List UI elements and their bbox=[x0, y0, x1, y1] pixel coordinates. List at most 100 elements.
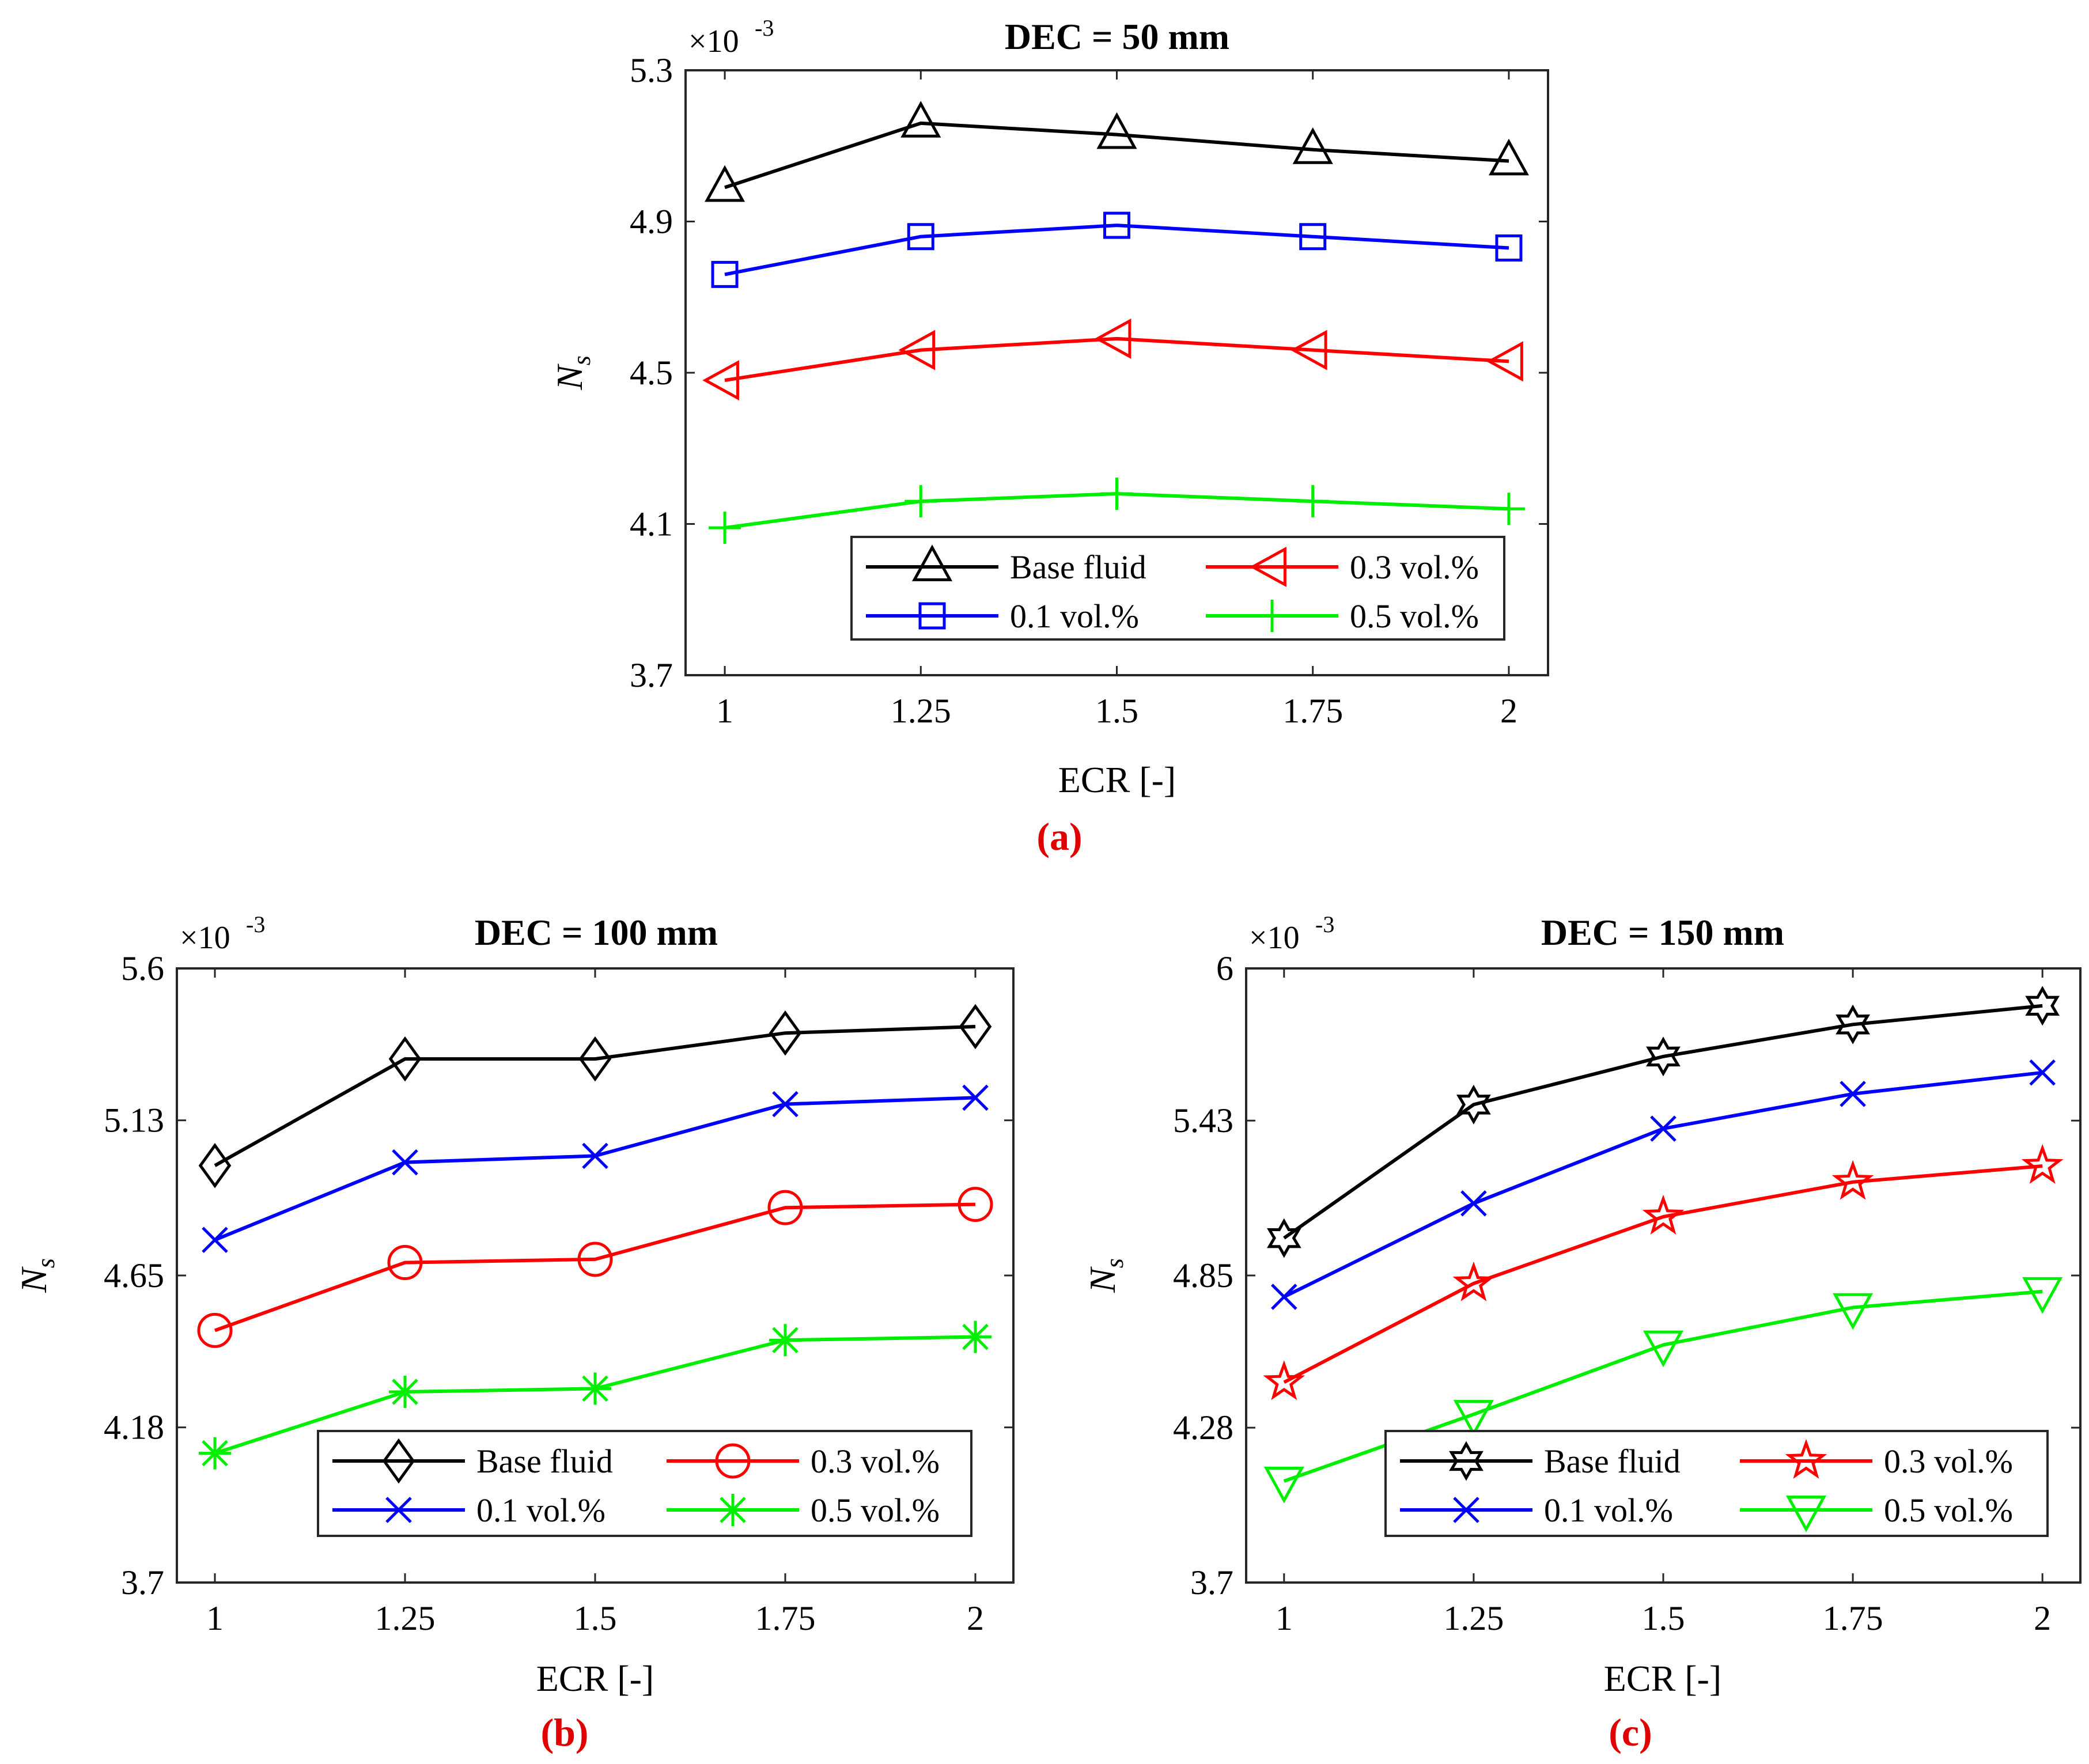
panel-c-y-tick-label: 6 bbox=[1216, 949, 1233, 987]
panel-b-data-point bbox=[389, 1375, 421, 1408]
panel-b-data-point bbox=[958, 1187, 993, 1222]
panel-b-y-tick-label: 4.18 bbox=[104, 1409, 164, 1447]
panel-b-legend-label: 0.3 vol.% bbox=[811, 1443, 940, 1480]
panel-b-legend-entries: Base fluid 0.1 vol.% 0.3 vol.% 0.5 vol.% bbox=[332, 1438, 940, 1529]
panel-b-legend-entry: 0.5 vol.% bbox=[667, 1492, 940, 1529]
panel-b-title: DEC = 100 mm bbox=[475, 912, 718, 953]
panel-c-series-line bbox=[1283, 1164, 2043, 1384]
panel-b-data-point bbox=[392, 1149, 418, 1176]
panel-b-series-2 bbox=[197, 1187, 993, 1348]
panel-a-y-tick-label: 4.5 bbox=[630, 354, 673, 392]
panel-b-series-0 bbox=[198, 1004, 992, 1188]
panel-a-data-point bbox=[1094, 318, 1131, 359]
panel-b-data-point bbox=[959, 1004, 992, 1050]
panel-a-x-tick-label: 2 bbox=[1500, 692, 1517, 730]
panel-a-data-point bbox=[898, 330, 936, 370]
panel-b-data-point bbox=[582, 1142, 608, 1169]
panel-c-series-1 bbox=[1271, 1059, 2056, 1310]
panel-a-x-tick-label: 1.25 bbox=[891, 692, 951, 730]
panel-a-x-tick-label: 1.5 bbox=[1095, 692, 1138, 730]
panel-a-y-tick-label: 4.1 bbox=[630, 505, 673, 543]
panel-b-x-tick-label: 2 bbox=[967, 1599, 984, 1637]
panel-a-legend-box bbox=[850, 536, 1505, 641]
panel-a-data-point bbox=[1492, 493, 1525, 525]
panel-a-legend-label: 0.5 vol.% bbox=[1350, 597, 1479, 635]
panel-c-series-2 bbox=[1263, 1144, 2064, 1400]
panel-a-data-point bbox=[1486, 341, 1523, 382]
panel-a-data-point bbox=[1103, 211, 1130, 239]
panel-c-x-tick-label: 2 bbox=[2034, 1599, 2051, 1637]
panel-b-legend: Base fluid 0.1 vol.% 0.3 vol.% 0.5 vol.% bbox=[317, 1430, 972, 1537]
panel-a-legend-entry: Base fluid bbox=[866, 544, 1146, 586]
panel-a-data-point bbox=[709, 512, 741, 544]
panel-b-legend-entry: 0.3 vol.% bbox=[667, 1443, 940, 1480]
panel-c-label: (c) bbox=[1609, 1710, 1652, 1754]
panel-b-x-axis-label: ECR [-] bbox=[536, 1658, 654, 1699]
panel-b-plot-area bbox=[197, 1004, 993, 1470]
panel-c-legend-box bbox=[1384, 1430, 2049, 1537]
panel-b-data-point bbox=[199, 1437, 231, 1470]
panel-b-label: (b) bbox=[540, 1710, 588, 1754]
panel-c-legend-label: 0.1 vol.% bbox=[1544, 1492, 1673, 1529]
panel-a-series-line bbox=[724, 121, 1509, 190]
panel-c-legend-entry: 0.3 vol.% bbox=[1740, 1439, 2013, 1480]
panel-a: DEC = 50 mm ×10 -3 1 1.25 1.5 1.75 2 3.7 4.1 4.… bbox=[549, 15, 1549, 858]
panel-a-legend-marker bbox=[1256, 600, 1288, 632]
panel-b-legend-label: 0.5 vol.% bbox=[811, 1492, 940, 1529]
panel-a-data-point bbox=[905, 485, 937, 518]
panel-a-data-point bbox=[702, 360, 739, 401]
panel-c-legend-entry: 0.1 vol.% bbox=[1400, 1492, 1673, 1529]
panel-c-series-0 bbox=[1267, 986, 2060, 1258]
panel-c-y-tick-label: 4.28 bbox=[1173, 1409, 1233, 1447]
panel-c-y-axis-label: Ns bbox=[1082, 1258, 1129, 1293]
panel-c-legend-entry: Base fluid bbox=[1400, 1441, 1681, 1481]
panel-a-y-tick-label: 3.7 bbox=[630, 656, 673, 694]
panel-a-data-point bbox=[900, 101, 941, 138]
panel-c-y-tick-label: 3.7 bbox=[1190, 1564, 1233, 1602]
panel-c-series-line bbox=[1283, 1004, 2043, 1240]
panel-a-legend-entry: 0.5 vol.% bbox=[1206, 597, 1479, 635]
panel-b-data-point bbox=[198, 1142, 232, 1188]
panel-c-legend-label: 0.3 vol.% bbox=[1884, 1443, 2013, 1480]
panel-b-y-axis-label: Ns bbox=[13, 1258, 60, 1293]
panel-b-series-line bbox=[214, 1202, 976, 1333]
panel-c-data-point bbox=[1271, 1284, 1297, 1310]
panel-c-y-tick-label: 5.43 bbox=[1173, 1101, 1233, 1140]
panel-c-multiplier-exp: -3 bbox=[1315, 911, 1334, 937]
panel-b: DEC = 100 mm ×10 -3 1 1.25 1.5 1.75 2 3.7 4.18… bbox=[13, 911, 1015, 1754]
panel-a-legend-entries: Base fluid 0.1 vol.% 0.3 vol.% 0.5 vol.% bbox=[866, 544, 1479, 635]
panel-b-data-point bbox=[197, 1312, 233, 1348]
panel-c-x-tick-label: 1.5 bbox=[1642, 1599, 1685, 1637]
panel-b-data-point bbox=[962, 1084, 989, 1111]
panel-a-legend-entry: 0.3 vol.% bbox=[1206, 546, 1479, 588]
panel-a-y-tick-label: 4.9 bbox=[630, 203, 673, 241]
panel-c-y-axis-label-main: N bbox=[1082, 1266, 1123, 1293]
panel-b-legend-box bbox=[317, 1430, 972, 1537]
panel-b-data-point bbox=[577, 1241, 613, 1277]
panel-b-x-tick-label: 1.25 bbox=[375, 1599, 436, 1637]
panel-b-data-point bbox=[578, 1036, 612, 1082]
panel-c-data-point bbox=[2029, 1059, 2056, 1086]
panel-c-data-point bbox=[1453, 1400, 1494, 1437]
panel-b-x-tick-label: 1 bbox=[206, 1599, 224, 1637]
panel-c-x-axis-label: ECR [-] bbox=[1604, 1658, 1721, 1699]
panel-a-legend-label: Base fluid bbox=[1010, 548, 1146, 586]
panel-a-series-0 bbox=[705, 101, 1529, 202]
panel-b-x-tick-label: 1.75 bbox=[755, 1599, 816, 1637]
panel-c-legend: Base fluid 0.1 vol.% 0.3 vol.% 0.5 vol.% bbox=[1384, 1430, 2049, 1537]
panel-a-series-line bbox=[724, 336, 1509, 383]
panel-c-legend-marker bbox=[1453, 1497, 1479, 1523]
panel-a-data-point bbox=[1488, 138, 1529, 176]
panel-c-data-point bbox=[1263, 1360, 1305, 1400]
panel-b-y-tick-label: 5.6 bbox=[121, 949, 164, 987]
panel-c-ticks: 1 1.25 1.5 1.75 2 3.7 4.28 4.85 5.43 6 bbox=[1173, 949, 2080, 1637]
panel-a-data-point bbox=[1292, 127, 1333, 164]
panel-a-series-2 bbox=[702, 318, 1523, 401]
panel-c-data-point bbox=[1642, 1194, 1685, 1235]
panel-b-data-point bbox=[202, 1227, 228, 1254]
panel-a-legend-marker bbox=[918, 602, 946, 630]
panel-c-data-point bbox=[2025, 986, 2060, 1026]
panel-b-legend-marker bbox=[717, 1494, 749, 1526]
panel-b-data-point bbox=[772, 1091, 798, 1118]
panel-b-y-axis-label-sub: s bbox=[32, 1258, 60, 1268]
